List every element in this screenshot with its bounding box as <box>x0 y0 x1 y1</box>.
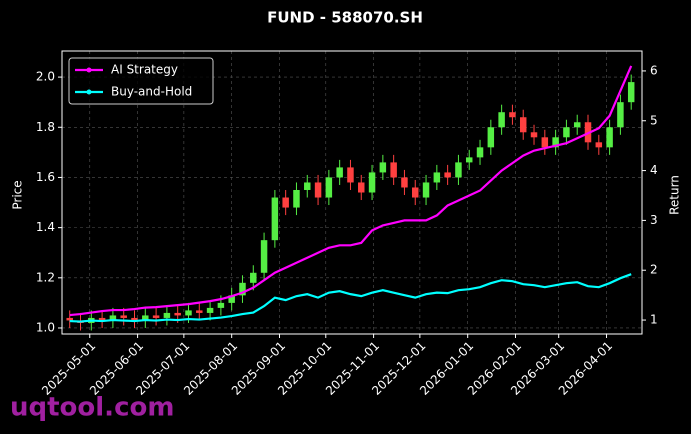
candle-body <box>109 315 117 321</box>
y2-tick-label: 5 <box>650 113 658 127</box>
candle-body <box>174 312 181 316</box>
candle-body <box>250 272 257 283</box>
candle-body <box>573 122 581 128</box>
candle-body <box>412 187 419 198</box>
candle-body <box>314 182 322 198</box>
candle-body <box>98 317 106 321</box>
candle-body <box>282 197 289 208</box>
y-tick-label: 2.0 <box>36 70 55 84</box>
candle-body <box>617 102 624 128</box>
candle-body <box>498 112 505 128</box>
candle-body <box>142 315 149 321</box>
candle-body <box>196 310 203 313</box>
candle-body <box>293 189 300 208</box>
y-tick-label: 1.6 <box>36 170 55 184</box>
return-line <box>69 65 633 317</box>
candle-body <box>509 112 516 118</box>
y-tick-label: 1.4 <box>36 220 55 234</box>
candle-body <box>368 172 376 193</box>
candle-body <box>465 157 473 163</box>
candle-body <box>563 127 570 138</box>
candle-body <box>444 172 451 178</box>
candle-body <box>304 182 311 190</box>
candle-body <box>455 162 462 178</box>
y2-tick-label: 6 <box>650 63 658 77</box>
y-tick-label: 1.2 <box>36 270 55 284</box>
candle-body <box>120 315 127 318</box>
candle-body <box>206 307 214 313</box>
chart-title: FUND - 588070.SH <box>267 9 423 27</box>
y2-axis-label: Return <box>668 175 682 215</box>
y-axis-label: Price <box>11 180 25 209</box>
candle-body <box>379 162 387 173</box>
y2-tick-label: 1 <box>650 313 658 327</box>
y-tick-label: 1.0 <box>36 320 55 334</box>
candle-body <box>530 132 538 138</box>
candle-body <box>552 137 559 148</box>
candle-body <box>131 317 138 321</box>
candle-body <box>422 182 430 198</box>
y-tick-label: 1.8 <box>36 120 55 134</box>
return-line <box>69 273 632 323</box>
candle-body <box>476 147 484 158</box>
candle-body <box>239 282 246 296</box>
candle-body <box>217 302 225 308</box>
candle-body <box>401 177 408 188</box>
candle-body <box>433 172 441 183</box>
legend-marker <box>86 67 92 73</box>
legend-box <box>68 57 214 105</box>
candle-body <box>228 295 235 303</box>
legend-label: AI Strategy <box>111 63 178 77</box>
candle-body <box>347 167 354 183</box>
y2-tick-label: 2 <box>650 263 658 277</box>
candle-body <box>487 127 495 148</box>
legend-marker <box>86 89 92 95</box>
plot-frame <box>61 50 643 335</box>
candle-body <box>627 82 635 103</box>
watermark: uqtool.com <box>10 393 174 423</box>
candle-body <box>519 117 527 133</box>
candle-body <box>541 137 549 148</box>
y2-tick-label: 3 <box>650 213 658 227</box>
candle-body <box>152 315 160 318</box>
candle-body <box>271 197 279 241</box>
y2-tick-label: 4 <box>650 163 658 177</box>
candle-body <box>336 167 343 178</box>
candle-body <box>185 310 192 316</box>
candle-body <box>606 127 613 148</box>
candle-body <box>66 317 73 321</box>
legend-label: Buy-and-Hold <box>111 85 192 99</box>
candle-body <box>358 182 365 193</box>
candle-body <box>595 142 603 148</box>
candle-body <box>325 177 333 198</box>
candle-body <box>163 312 171 318</box>
candle-body <box>260 240 268 273</box>
candle-body <box>390 162 397 178</box>
